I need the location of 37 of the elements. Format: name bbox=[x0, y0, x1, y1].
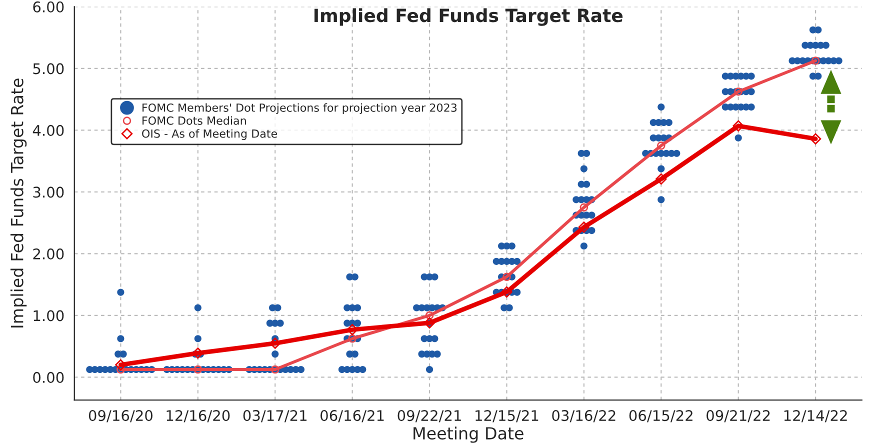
point bbox=[425, 311, 434, 320]
x-tick-label: 09/16/20 bbox=[88, 410, 152, 422]
y-tick-label: 6.00 bbox=[33, 1, 64, 12]
y-axis-title: Implied Fed Funds Target Rate bbox=[10, 78, 27, 328]
y-tick-label: 4.00 bbox=[32, 124, 64, 136]
y-tick-label: 0.00 bbox=[33, 372, 64, 383]
point bbox=[732, 120, 744, 132]
point bbox=[346, 324, 358, 336]
x-tick-label: 03/16/22 bbox=[552, 410, 616, 422]
legend-label: FOMC Members' Dot Projections for projection year 2023 bbox=[142, 103, 457, 114]
x-tick-label: 09/21/22 bbox=[706, 410, 770, 422]
x-tick-label: 12/15/21 bbox=[476, 410, 538, 422]
legend-label: FOMC Dots Median bbox=[142, 116, 246, 125]
x-tick-label: 06/16/21 bbox=[320, 410, 384, 422]
point bbox=[656, 173, 667, 185]
point bbox=[270, 338, 281, 349]
x-tick-label: 12/16/20 bbox=[166, 410, 230, 422]
y-tick-label: 2.00 bbox=[33, 248, 64, 260]
x-tick-label: 09/22/21 bbox=[398, 410, 461, 422]
point bbox=[192, 348, 204, 359]
x-tick-label: 12/14/22 bbox=[784, 410, 847, 422]
point bbox=[501, 286, 512, 298]
y-tick-label: 3.00 bbox=[33, 186, 64, 198]
x-tick-label: 03/17/21 bbox=[243, 410, 307, 422]
x-axis-title: Meeting Date bbox=[414, 426, 524, 443]
point bbox=[734, 87, 743, 96]
point bbox=[810, 133, 822, 144]
point bbox=[115, 359, 126, 370]
point bbox=[578, 222, 590, 233]
point bbox=[811, 56, 820, 65]
legend-label: OIS - As of Meeting Date bbox=[142, 129, 278, 140]
y-tick-label: 1.00 bbox=[34, 310, 64, 322]
x-tick-label: 06/15/22 bbox=[629, 410, 692, 422]
point bbox=[580, 203, 588, 212]
point bbox=[656, 141, 666, 150]
y-tick-label: 5.00 bbox=[33, 63, 64, 74]
chart-title: Implied Fed Funds Target Rate bbox=[314, 8, 623, 26]
